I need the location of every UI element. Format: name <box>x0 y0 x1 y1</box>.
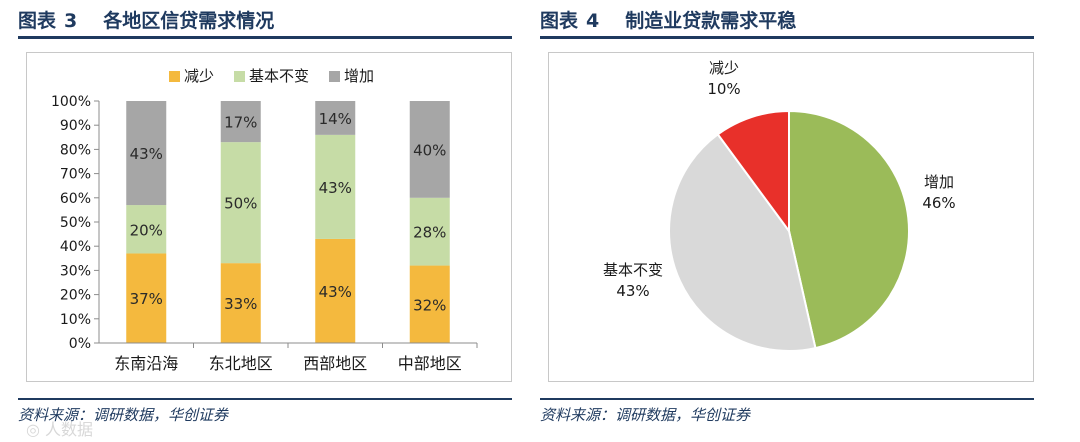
bar-data-label: 37% <box>130 290 163 308</box>
y-tick-label: 0% <box>69 336 91 352</box>
x-category-label: 东南沿海 <box>114 354 178 373</box>
right-panel: 图表 4 制造业贷款需求平稳 增加 46% 基本不变 43% 减少 10% 资料来源：调研数据… <box>540 0 1034 442</box>
bar-data-label: 17% <box>224 114 257 132</box>
bar-data-label: 43% <box>130 145 163 163</box>
legend-label-0: 减少 <box>184 67 214 85</box>
bar-segment-2 <box>315 101 356 135</box>
pie-slice-1 <box>668 132 817 352</box>
pie-slice-value: 43% <box>616 282 649 300</box>
legend-swatch-0 <box>169 71 180 82</box>
right-figure-number: 4 <box>586 10 600 32</box>
legend-swatch-1 <box>234 71 245 82</box>
bar-data-label: 32% <box>413 296 446 314</box>
y-tick-label: 60% <box>60 191 91 207</box>
bar-segment-0 <box>220 263 261 343</box>
pie-slice-value: 10% <box>707 80 740 98</box>
bar-segment-2 <box>409 101 450 198</box>
left-title-rule <box>18 36 512 39</box>
x-category-label: 中部地区 <box>398 354 462 373</box>
bar-segment-1 <box>126 205 167 254</box>
right-source-rule <box>540 398 1034 400</box>
left-figure-title-text: 各地区信贷需求情况 <box>103 10 275 32</box>
right-source: 资料来源：调研数据，华创证券 <box>540 406 751 424</box>
y-tick-label: 20% <box>60 288 91 304</box>
bar-segment-0 <box>409 265 450 343</box>
bar-segment-2 <box>126 101 167 206</box>
bar-segment-1 <box>409 197 450 266</box>
y-tick-label: 40% <box>60 239 91 255</box>
y-tick-label: 70% <box>60 167 91 183</box>
legend-label-1: 基本不变 <box>249 67 309 85</box>
pie-slice-2 <box>716 109 790 235</box>
bar-data-label: 50% <box>224 195 257 213</box>
left-figure-title: 图表 3 各地区信贷需求情况 <box>18 6 274 33</box>
bar-data-label: 43% <box>319 283 352 301</box>
bar-data-label: 28% <box>413 224 446 242</box>
stacked-bar-chart: 减少 基本不变 增加 0% 10% 20% 30% 40% 50% 60% 70% 80% 90% 100… <box>51 67 478 373</box>
bar-segment-1 <box>315 134 356 239</box>
right-figure-title: 图表 4 制造业贷款需求平稳 <box>540 6 796 33</box>
bar-segment-1 <box>220 142 261 264</box>
pie-slice-name: 减少 <box>709 59 739 77</box>
right-figure-label: 图表 <box>540 10 579 32</box>
x-category-label: 东北地区 <box>209 354 273 373</box>
right-title-rule <box>540 36 1034 39</box>
y-tick-label: 100% <box>51 94 91 110</box>
x-category-label: 西部地区 <box>303 354 367 373</box>
pie-slice-value: 46% <box>922 194 955 212</box>
y-tick-label: 90% <box>60 118 91 134</box>
left-figure-label: 图表 <box>18 10 57 32</box>
right-figure-title-text: 制造业贷款需求平稳 <box>625 10 797 32</box>
bar-data-label: 43% <box>319 179 352 197</box>
bar-data-label: 20% <box>130 221 163 239</box>
left-panel: 图表 3 各地区信贷需求情况 减少 基本不变 增加 0% 10% 20% 30% 40% 50% 60… <box>18 0 512 442</box>
pie-slice-name: 增加 <box>924 173 954 191</box>
y-tick-label: 80% <box>60 142 91 158</box>
pie-chart: 增加 46% 基本不变 43% 减少 10% <box>603 59 956 352</box>
bar-chart-box: 减少 基本不变 增加 0% 10% 20% 30% 40% 50% 60% 70% 80% 90% 100… <box>26 52 512 382</box>
pie-slice-name: 基本不变 <box>603 261 663 279</box>
bar-segment-2 <box>220 101 261 143</box>
left-source: 资料来源：调研数据，华创证券 <box>18 406 229 424</box>
bar-data-label: 40% <box>413 141 446 159</box>
y-tick-label: 30% <box>60 263 91 279</box>
legend-label-2: 增加 <box>344 67 374 85</box>
legend-swatch-2 <box>329 71 340 82</box>
bar-data-label: 33% <box>224 295 257 313</box>
y-tick-label: 10% <box>60 312 91 328</box>
pie-slice-0 <box>788 109 911 350</box>
left-source-rule <box>18 398 512 400</box>
pie-chart-box: 增加 46% 基本不变 43% 减少 10% <box>548 52 1034 382</box>
bar-data-label: 14% <box>319 110 352 128</box>
bar-segment-0 <box>315 238 356 343</box>
watermark: ◎ 人数据 <box>26 420 94 439</box>
left-figure-number: 3 <box>64 10 78 32</box>
bar-segment-0 <box>126 253 167 343</box>
y-tick-label: 50% <box>60 215 91 231</box>
